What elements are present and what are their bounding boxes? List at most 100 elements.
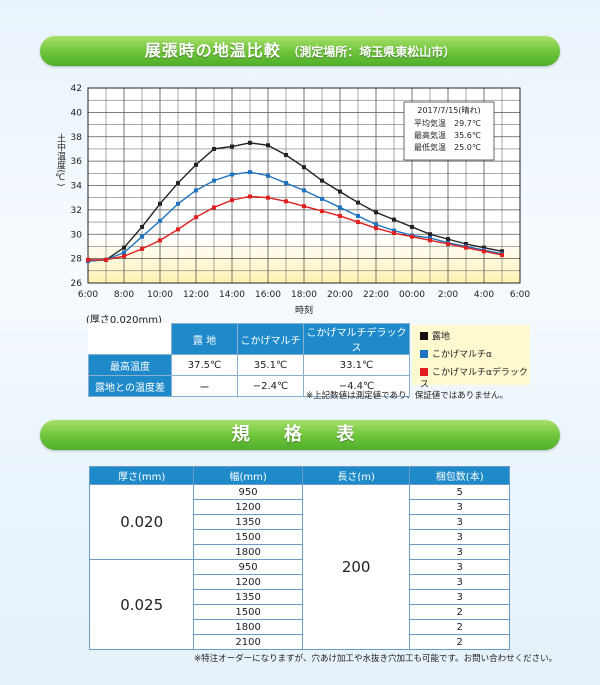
- data-point: [158, 218, 162, 223]
- count-cell: 5: [409, 484, 510, 500]
- header-length: 長さ(m): [301, 466, 411, 485]
- data-point: [212, 205, 216, 210]
- table-row: 2100 2: [90, 634, 510, 650]
- y-tick-label: 40: [71, 108, 83, 118]
- data-point: [230, 172, 234, 177]
- data-point: [392, 231, 396, 236]
- data-point: [428, 238, 432, 243]
- data-point: [176, 201, 180, 206]
- annotation-label: 最低気温: [414, 142, 446, 152]
- x-tick-label: 12:00: [183, 290, 209, 300]
- legend-item: こかげマルチαデラックス: [420, 367, 530, 390]
- y-tick-label: 32: [71, 206, 82, 216]
- annotation-value: 35.6℃: [454, 131, 481, 140]
- data-point: [356, 200, 360, 205]
- data-point: [428, 232, 432, 237]
- chart-section-subtitle: （測定場所：埼玉県東松山市）: [287, 45, 456, 59]
- x-tick-label: 4:00: [474, 290, 494, 300]
- data-point: [122, 254, 126, 259]
- data-point: [500, 252, 504, 257]
- empty-corner-cell: [88, 323, 172, 355]
- chart-section-title: 展張時の地温比較: [144, 41, 281, 60]
- width-cell: 1350: [193, 589, 303, 605]
- annotation-value: 29.7℃: [454, 119, 481, 128]
- data-point: [140, 224, 144, 229]
- data-point: [356, 220, 360, 225]
- series-line: [88, 195, 503, 261]
- y-axis-label: 土中温度(℃): [55, 132, 66, 186]
- series-line: [87, 142, 503, 262]
- table-cell: −2.4℃: [237, 375, 304, 397]
- data-point: [500, 249, 504, 254]
- count-cell: 3: [409, 499, 510, 515]
- data-point: [194, 162, 198, 167]
- table-cell: 33.1℃: [303, 354, 410, 376]
- data-point: [212, 178, 216, 183]
- data-point: [230, 198, 234, 203]
- chart-section-banner: 展張時の地温比較 （測定場所：埼玉県東松山市）: [40, 36, 560, 66]
- width-cell: 1350: [193, 514, 303, 530]
- count-cell: 3: [409, 574, 510, 590]
- length-cell: 200: [301, 484, 411, 650]
- data-point: [212, 146, 216, 151]
- y-tick-label: 28: [71, 255, 83, 265]
- y-tick-label: 42: [71, 84, 82, 94]
- x-tick-label: 20:00: [327, 290, 353, 300]
- data-point: [104, 257, 108, 262]
- count-cell: 3: [409, 589, 510, 605]
- data-point: [338, 213, 342, 218]
- data-point: [302, 188, 306, 193]
- data-point: [248, 170, 252, 175]
- data-point: [302, 204, 306, 209]
- table-row: 1500 3: [90, 529, 510, 545]
- data-point: [374, 226, 378, 231]
- data-point: [356, 213, 360, 218]
- width-cell: 2100: [193, 634, 303, 650]
- data-point: [284, 199, 288, 204]
- width-cell: 1200: [193, 574, 303, 590]
- data-point: [320, 209, 324, 214]
- legend-item: 露地: [420, 331, 450, 343]
- table-row: 0.025 950 3: [88, 559, 510, 650]
- x-tick-label: 2:00: [438, 290, 458, 300]
- table-row: 最高温度 37.5℃ 35.1℃ 33.1℃: [88, 354, 410, 376]
- x-tick-label: 6:00: [78, 290, 98, 300]
- data-point: [194, 215, 198, 220]
- data-point: [482, 245, 486, 250]
- table-row: 0.020 950 200 5: [88, 484, 510, 650]
- table-cell: −4.4℃: [303, 375, 410, 397]
- count-cell: 2: [409, 619, 510, 635]
- data-point: [266, 143, 270, 148]
- annotation-label: 最高気温: [414, 130, 446, 140]
- legend-swatch: [420, 332, 428, 340]
- x-tick-label: 10:00: [147, 290, 173, 300]
- chart-legend: 露地 こかげマルチα こかげマルチαデラックス: [412, 325, 530, 390]
- thickness-cell: 0.020: [88, 484, 195, 560]
- header-kokage-deluxe: こかげマルチデラックス: [303, 323, 410, 355]
- annotation-label: 平均気温: [414, 118, 446, 128]
- x-tick-label: 8:00: [114, 290, 134, 300]
- data-point: [464, 242, 468, 246]
- data-point: [266, 173, 270, 178]
- data-point: [410, 234, 414, 239]
- count-cell: 3: [409, 544, 510, 560]
- data-point: [320, 178, 324, 183]
- data-point: [446, 242, 450, 246]
- table-cell: 35.1℃: [237, 354, 304, 376]
- x-tick-label: 6:00: [510, 290, 530, 300]
- width-cell: 1200: [193, 499, 303, 515]
- x-tick-label: 18:00: [291, 290, 317, 300]
- data-point: [122, 245, 126, 250]
- data-point: [482, 249, 486, 254]
- data-point: [248, 194, 252, 199]
- width-cell: 1800: [193, 619, 303, 635]
- x-tick-label: 22:00: [363, 290, 389, 300]
- custom-order-note: ※特注オーダーになりますが、穴あけ加工や水抜き穴加工も可能です。お問い合わせくだ…: [194, 654, 558, 664]
- y-tick-label: 34: [71, 182, 83, 192]
- data-point: [158, 201, 162, 206]
- temperature-line-chart: 26 28 30 32 34 36 38 40 42 6:00 8:00 10:00 12:00 14:0…: [55, 84, 530, 316]
- data-point: [194, 188, 198, 193]
- y-tick-label: 38: [71, 133, 83, 143]
- data-point: [374, 210, 378, 215]
- legend-item: こかげマルチα: [420, 349, 492, 361]
